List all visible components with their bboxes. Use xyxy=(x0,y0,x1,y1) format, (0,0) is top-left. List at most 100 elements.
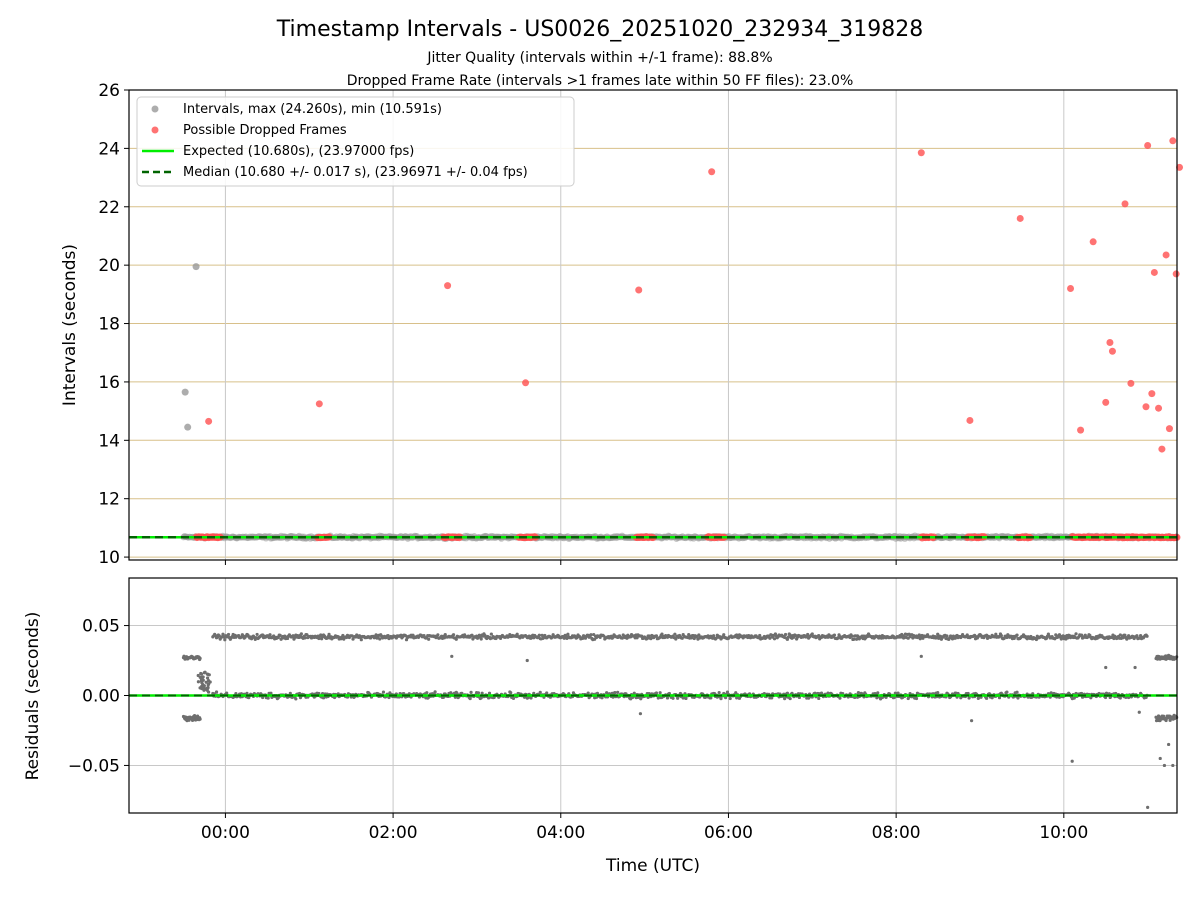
intervals-y-tick-label: 14 xyxy=(98,431,120,451)
residual-point xyxy=(772,637,777,641)
residual-point xyxy=(436,633,440,637)
dropped-frame-point xyxy=(1176,163,1184,171)
residual-point xyxy=(268,633,272,637)
residual-point xyxy=(914,696,919,701)
chart-subtitle-jitter: Jitter Quality (intervals within +/-1 fr… xyxy=(426,50,772,66)
residual-point xyxy=(204,680,208,684)
x-axis-label: Time (UTC) xyxy=(605,856,700,876)
residual-point xyxy=(709,696,713,700)
dropped-frame-point xyxy=(1150,268,1158,276)
residual-point xyxy=(1121,636,1125,640)
intervals-y-tick-label: 24 xyxy=(98,139,120,159)
intervals-y-tick-label: 12 xyxy=(98,490,120,510)
dropped-frame-point xyxy=(1121,200,1129,208)
residual-point xyxy=(671,696,675,700)
x-tick-label: 00:00 xyxy=(201,823,250,843)
residual-point xyxy=(1057,633,1062,637)
residual-point xyxy=(785,691,789,695)
residual-point xyxy=(850,634,854,638)
dropped-frame-point xyxy=(1148,390,1156,398)
residual-point xyxy=(480,691,484,695)
dropped-frame-point xyxy=(966,416,974,424)
residual-point xyxy=(294,697,298,701)
residual-point xyxy=(589,633,593,637)
dropped-frame-point xyxy=(1016,214,1024,222)
residual-point xyxy=(1158,756,1162,761)
residual-point xyxy=(936,691,940,695)
residual-point xyxy=(919,654,923,658)
interval-point xyxy=(181,388,189,396)
residual-point xyxy=(1074,632,1078,636)
residual-point xyxy=(832,633,837,637)
intervals-y-tick-label: 22 xyxy=(98,198,120,218)
residual-point xyxy=(645,636,649,641)
residual-point xyxy=(826,691,830,695)
residual-point xyxy=(810,632,814,636)
residual-point xyxy=(206,690,211,694)
residual-point xyxy=(545,691,549,695)
residual-point xyxy=(654,691,659,695)
residual-point xyxy=(616,690,620,694)
residual-point xyxy=(537,633,541,637)
residual-point xyxy=(717,690,721,695)
residual-point xyxy=(1059,637,1063,641)
residuals-y-tick-label: −0.05 xyxy=(68,756,120,776)
residual-point xyxy=(278,633,282,637)
residuals-y-tick-label: 0.00 xyxy=(82,687,120,707)
intervals-y-tick-label: 26 xyxy=(98,81,120,101)
residual-point xyxy=(245,691,249,695)
x-tick-label: 10:00 xyxy=(1039,823,1088,843)
residual-point xyxy=(538,690,542,694)
residual-point xyxy=(468,696,472,701)
residual-point xyxy=(321,696,326,700)
residual-point xyxy=(199,672,204,676)
x-tick-label: 08:00 xyxy=(872,823,921,843)
legend-box xyxy=(136,96,575,187)
residual-point xyxy=(673,632,677,636)
chart-subtitle-dropped: Dropped Frame Rate (intervals >1 frames … xyxy=(347,73,854,89)
residual-point xyxy=(758,633,762,638)
residual-point xyxy=(381,690,386,694)
dropped-frame-point xyxy=(708,168,716,176)
interval-point xyxy=(184,423,192,431)
x-tick-label: 06:00 xyxy=(704,823,753,843)
legend-label-dropped: Possible Dropped Frames xyxy=(183,123,347,138)
residual-point xyxy=(299,632,303,636)
residual-point xyxy=(450,654,454,658)
residual-point xyxy=(896,691,900,695)
residual-point xyxy=(917,633,921,637)
residual-point xyxy=(770,696,774,700)
residual-point xyxy=(665,696,670,700)
residual-point xyxy=(638,712,643,716)
dropped-frame-point xyxy=(1108,347,1116,355)
residual-point xyxy=(969,719,974,723)
residual-point xyxy=(1066,636,1070,640)
residual-point xyxy=(221,632,225,636)
intervals-y-tick-label: 20 xyxy=(98,256,120,276)
residual-point xyxy=(205,686,209,690)
residual-point xyxy=(649,637,653,641)
residuals-y-tick-label: 0.05 xyxy=(82,617,120,637)
residual-point xyxy=(1016,696,1020,700)
residual-point xyxy=(1135,634,1139,638)
legend-label-median: Median (10.680 +/- 0.017 s), (23.96971 +… xyxy=(183,165,528,180)
residual-point xyxy=(269,691,273,695)
residual-point xyxy=(198,656,202,660)
residual-point xyxy=(852,637,856,641)
intervals-y-tick-label: 18 xyxy=(98,315,120,335)
residual-point xyxy=(266,696,270,700)
residuals-y-axis-label: Residuals (seconds) xyxy=(23,612,43,781)
residual-point xyxy=(684,696,688,701)
residual-point xyxy=(489,632,493,636)
residual-point xyxy=(997,696,1002,700)
residual-point xyxy=(586,691,590,695)
residual-point xyxy=(378,637,382,641)
dropped-frame-point xyxy=(1142,403,1150,411)
residual-point xyxy=(196,680,201,684)
residual-point xyxy=(817,696,821,701)
residual-point xyxy=(476,691,481,695)
dropped-frame-point xyxy=(635,286,643,294)
residual-point xyxy=(1005,690,1009,694)
residual-point xyxy=(994,632,998,636)
residual-point xyxy=(223,638,227,642)
